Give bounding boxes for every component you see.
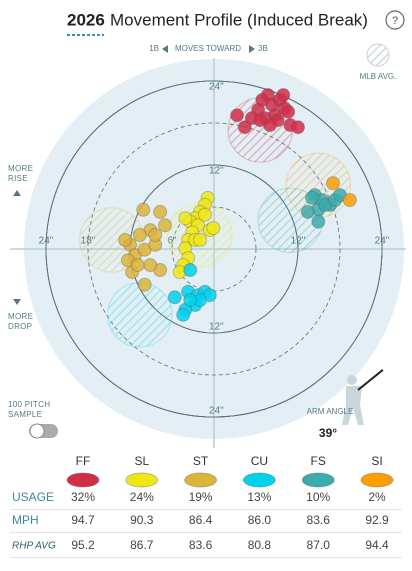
cell: 87.0 [307,538,331,552]
pitch-dot [253,113,268,128]
cell: 10% [306,490,330,504]
pitch-dot [183,293,198,308]
cell: 95.2 [71,538,95,552]
pitch-swatch [125,472,159,488]
pitch-dot [143,258,158,273]
pitch-dot [183,263,198,277]
pitch-dot [153,204,168,219]
pitch-dot [137,277,152,292]
pitch-table: FF SL ST CU FS SI USAGE 32% 24% 19% 13% 10% 2% MPH 94.… [10,454,402,558]
cell: 83.6 [189,538,213,552]
pitch-swatch [360,472,394,488]
x-tick-label: 24" [39,236,54,247]
year: 2026 [67,10,105,29]
cell: 24% [130,490,154,504]
rise-label: MORE RISE [8,164,34,183]
pitch-name: SI [371,454,382,468]
pitch-swatch [301,472,335,488]
help-button[interactable] [385,10,405,30]
pitch-dot [130,258,145,273]
pitch-dot [281,104,296,119]
cell: 32% [71,490,95,504]
direction-left: 1B [149,44,159,53]
pitch-dot [132,228,147,242]
drop-arrow [13,299,21,305]
pitcher-head [347,375,357,385]
pitch-dot [193,232,207,247]
pitch-dot [167,290,182,305]
pitch-dot [148,228,163,242]
cell: 19% [189,490,213,504]
cell: 86.7 [130,538,154,552]
pitch-dot [197,207,212,222]
pitch-dot [158,218,172,233]
pitch-dot [326,176,340,191]
row-label: MPH [12,513,39,527]
mlb-avg-icon [366,43,390,67]
rise-arrow [13,190,21,196]
pitcher-body [342,386,364,425]
cell: 2% [368,490,386,504]
arm-angle-label: ARM ANGLE [307,407,354,416]
arm-angle-line [357,369,384,391]
pitch-dot [305,190,319,205]
pitch-name: SL [134,454,149,468]
mlb-avg-area [107,282,173,348]
cell: 86.0 [248,513,272,527]
cell: 94.4 [365,538,389,552]
row-label: USAGE [12,490,54,504]
cell: 13% [247,490,271,504]
cell: 90.3 [130,513,154,527]
pitch-dot [206,221,221,235]
cell: 94.7 [71,513,95,527]
left-arrow [162,45,168,53]
arm-angle-value: 39° [319,426,337,440]
pitch-dot [311,214,326,229]
drop-label: MORE DROP [8,312,34,331]
pitch-dot [300,204,315,219]
direction-middle: MOVES TOWARD [175,44,241,53]
pitch-name: FF [76,454,91,468]
pitch-dot [291,120,305,135]
pitch-name: FS [311,454,326,468]
cell: 86.4 [189,513,213,527]
pitch-dot [230,108,245,123]
pitcher-figure [342,375,364,425]
pitch-name: CU [251,454,268,468]
x-tick-label: 24" [375,236,390,247]
pitch-swatch [66,472,100,488]
pitch-dot [342,193,357,207]
row-label: RHP AVG [12,541,56,552]
pitch-dot [176,307,191,322]
toggle-knob[interactable] [29,423,45,439]
y-tick-label: 24" [209,406,224,417]
chart-title: Movement Profile (Induced Break) [110,10,368,29]
cell: 92.9 [365,513,389,527]
ring [45,80,383,418]
mlb-avg-label: MLB AVG. [360,72,397,81]
cell: 83.6 [307,513,331,527]
cell: 80.8 [248,538,272,552]
pitch-dot [136,202,151,217]
direction-right: 3B [258,44,268,53]
pitch-dot [118,232,133,247]
help-icon[interactable]: ? [392,15,398,27]
pitch-dot [276,88,291,102]
y-tick-label: 24" [209,82,224,93]
pitch-dot [237,120,252,135]
sample-label: 100 PITCH SAMPLE [8,400,51,419]
pitch-dot [178,211,193,226]
y-tick-label: 12" [209,322,224,333]
pitch-name: ST [193,454,209,468]
pitch-swatch [242,472,276,488]
y-tick-label: 12" [209,166,224,177]
pitch-swatch [184,472,218,488]
right-arrow [249,45,255,53]
